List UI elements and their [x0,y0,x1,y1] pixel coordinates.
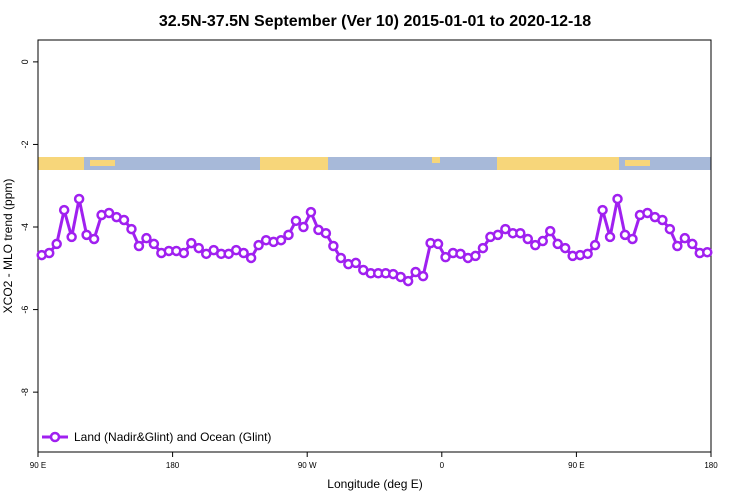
y-tick-label: -6 [20,306,30,314]
land-patch [497,157,619,170]
data-point [440,251,451,263]
data-point [657,214,668,226]
data-point [604,231,616,243]
data-point [305,206,317,218]
data-point [619,229,631,241]
data-point [126,223,137,235]
legend-label: Land (Nadir&Glint) and Ocean (Glint) [74,430,271,444]
data-point [193,242,205,254]
data-point [687,238,698,250]
data-point [410,266,421,278]
data-point [702,246,713,258]
data-point [133,240,145,252]
data-point [298,221,309,233]
data-point [582,248,593,260]
y-tick-label: -2 [20,140,30,148]
data-point [253,239,264,251]
data-point [66,231,77,243]
data-point [679,232,691,244]
data-point [672,240,683,252]
data-point [245,252,257,264]
land-ocean-map [38,157,711,170]
data-point [589,239,601,251]
data-point [530,239,541,251]
y-tick-label: 0 [20,59,30,64]
land-patch [625,160,650,166]
data-point [290,215,302,227]
data-point [58,204,70,216]
land-patch [38,157,84,170]
x-tick-label: 180 [704,461,718,470]
data-point [335,252,347,264]
data-point [141,232,152,244]
data-point [238,247,249,259]
data-point [537,235,548,247]
data-point [148,238,160,250]
x-axis-label: Longitude (deg E) [327,477,422,491]
data-point [51,238,62,250]
x-tick-label: 90 E [30,461,46,470]
x-tick-label: 90 W [298,461,317,470]
data-point [320,227,332,239]
data-point [43,247,55,259]
data-point [559,242,571,254]
chart-title: 32.5N-37.5N September (Ver 10) 2015-01-0… [159,13,591,30]
data-point [186,237,197,249]
data-point [612,193,623,205]
data-point [627,233,638,245]
data-point [402,275,414,287]
data-point [395,271,406,283]
data-point [350,257,362,269]
data-point [432,238,444,250]
y-tick-label: -4 [20,223,30,231]
y-axis-label: XCO2 - MLO trend (ppm) [1,179,15,314]
data-point [544,225,556,237]
data-point [597,204,608,216]
data-point [552,238,563,250]
data-point [88,233,100,245]
data-point [522,233,534,245]
land-patch [90,160,115,166]
data-point [500,223,511,235]
data-point [470,250,481,262]
data-point [642,207,653,219]
data-point [118,214,130,226]
data-point [455,248,466,260]
x-tick-label: 0 [440,461,445,470]
data-point [81,229,92,241]
data-point [178,247,190,259]
data-point [515,227,526,239]
data-point [103,207,115,219]
x-tick-label: 90 E [568,461,584,470]
data-point [328,240,339,252]
data-point [664,223,676,235]
data-point [275,234,287,246]
legend-marker [49,431,61,443]
x-tick-label: 180 [166,461,180,470]
data-point [492,229,504,241]
data-point [417,270,429,282]
data-point [477,242,489,254]
land-patch [432,157,440,163]
y-tick-label: -8 [20,388,30,396]
data-point [73,193,85,205]
data-point [283,229,294,241]
plot-frame [37,39,712,453]
land-patch [260,157,328,170]
